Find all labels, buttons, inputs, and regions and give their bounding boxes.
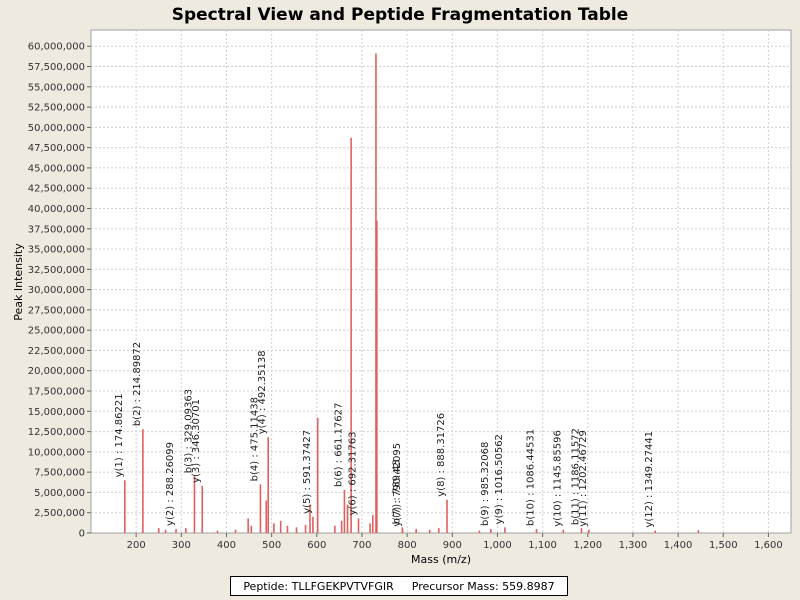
fragment-annotation-label: b(7) : 789.43 <box>391 459 402 524</box>
fragment-annotation-label: y(3) : 346.30701 <box>191 399 202 483</box>
chart-title: Spectral View and Peptide Fragmentation … <box>172 5 629 25</box>
y-tick-label: 7,500,000 <box>34 468 85 479</box>
y-tick-label: 60,000,000 <box>28 42 85 53</box>
y-tick-label: 12,500,000 <box>28 427 85 438</box>
y-tick-label: 57,500,000 <box>28 62 85 73</box>
y-tick-label: 5,000,000 <box>34 488 85 499</box>
y-tick-label: 50,000,000 <box>28 123 85 134</box>
y-tick-label: 52,500,000 <box>28 103 85 114</box>
y-tick-label: 37,500,000 <box>28 224 85 235</box>
fragment-annotation-label: y(12) : 1349.27441 <box>644 431 655 528</box>
fragment-annotation-label: b(11) : 1186.11572 <box>571 428 582 525</box>
x-tick-label: 1,600 <box>754 540 783 551</box>
plot-area <box>90 29 792 534</box>
x-tick-label: 1,400 <box>664 540 693 551</box>
y-tick-label: 47,500,000 <box>28 143 85 154</box>
fragment-annotation-label: b(3) : 329.09363 <box>183 389 194 473</box>
fragment-annotation-label: y(9) : 1016.50562 <box>494 434 505 524</box>
fragment-annotation-label: b(2) : 214.89872 <box>132 342 143 426</box>
y-tick-label: 42,500,000 <box>28 184 85 195</box>
x-tick-label: 500 <box>262 540 281 551</box>
y-tick-label: 27,500,000 <box>28 305 85 316</box>
x-tick-label: 300 <box>172 540 191 551</box>
grid-lines <box>91 30 791 533</box>
x-tick-label: 1,300 <box>619 540 648 551</box>
peptide-label: Peptide: TLLFGEKPVTVFGIR <box>243 579 394 593</box>
y-tick-label: 25,000,000 <box>28 326 85 337</box>
x-tick-label: 1,200 <box>573 540 602 551</box>
x-tick-label: 200 <box>127 540 146 551</box>
precursor-mass-label: Precursor Mass: 559.8987 <box>411 579 555 593</box>
fragment-annotation-label: b(4) : 475.11438 <box>249 397 260 481</box>
y-tick-label: 0 <box>79 529 85 540</box>
x-tick-label: 1,000 <box>483 540 512 551</box>
fragment-annotation-label: y(2) : 288.26099 <box>165 442 176 526</box>
y-tick-label: 30,000,000 <box>28 285 85 296</box>
y-tick-label: 2,500,000 <box>34 508 85 519</box>
fragment-annotation-label: y(4) : 492.35138 <box>257 350 268 434</box>
y-tick-label: 55,000,000 <box>28 82 85 93</box>
x-tick-label: 1,500 <box>709 540 738 551</box>
y-tick-label: 17,500,000 <box>28 387 85 398</box>
x-tick-label: 1,100 <box>528 540 557 551</box>
fragment-annotation-label: b(10) : 1086.44531 <box>525 429 536 526</box>
fragment-annotation-label: y(8) : 888.31726 <box>436 413 447 497</box>
fragment-annotation-label: b(9) : 985.32068 <box>480 442 491 526</box>
y-tick-label: 20,000,000 <box>28 366 85 377</box>
fragment-annotation-label: y(6) : 692.31763 <box>347 432 358 516</box>
fragment-annotation-label: y(10) : 1145.85596 <box>552 430 563 527</box>
fragment-annotation-label: y(11) : 1202.46729 <box>578 430 589 527</box>
x-tick-label: 400 <box>217 540 236 551</box>
y-tick-label: 45,000,000 <box>28 163 85 174</box>
x-tick-label: 600 <box>307 540 326 551</box>
fragment-annotations: y(1) : 174.86221 b(2) : 214.89872 y(2) : 2… <box>114 342 655 528</box>
y-tick-label: 15,000,000 <box>28 407 85 418</box>
fragment-annotation-label: b(6) : 661.17627 <box>333 403 344 487</box>
peptide-legend: Peptide: TLLFGEKPVTVFGIR Precursor Mass:… <box>230 576 568 596</box>
x-tick-label: 900 <box>443 540 462 551</box>
peak-series <box>124 53 700 533</box>
y-tick-label: 32,500,000 <box>28 265 85 276</box>
y-axis-label: Peak Intensity <box>12 243 25 321</box>
y-tick-label: 10,000,000 <box>28 447 85 458</box>
y-tick-label: 22,500,000 <box>28 346 85 357</box>
x-axis: 200 300 400 500 600 700 800 900 1,000 1,100 1,200 1… <box>127 533 783 551</box>
x-tick-label: 700 <box>352 540 371 551</box>
fragment-annotation-label: y(1) : 174.86221 <box>114 393 125 477</box>
x-tick-label: 800 <box>398 540 417 551</box>
fragment-annotation-label: y(7) : 790.42095 <box>392 443 403 527</box>
x-axis-label: Mass (m/z) <box>411 553 471 566</box>
y-tick-label: 35,000,000 <box>28 245 85 256</box>
y-axis: 0 2,500,000 5,000,000 7,500,000 10,000,000 12… <box>28 42 91 540</box>
fragment-annotation-label: y(5) : 591.37427 <box>302 430 313 514</box>
y-tick-label: 40,000,000 <box>28 204 85 215</box>
